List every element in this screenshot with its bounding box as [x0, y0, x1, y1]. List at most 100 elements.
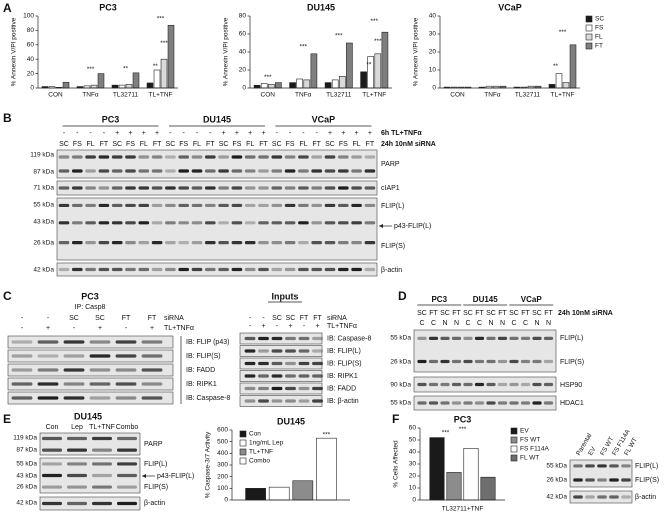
protein-label: FLIP(S)	[144, 484, 168, 491]
blot-band	[125, 241, 136, 245]
y-tick-label: 60	[27, 42, 35, 49]
blot-band	[138, 169, 150, 173]
blot-band	[11, 382, 33, 386]
blot-band	[298, 155, 309, 159]
y-axis-label: % Caspase-3/7 Activity	[205, 431, 212, 498]
blot-band	[312, 386, 323, 391]
blot-band	[71, 221, 83, 225]
blot-band	[463, 336, 473, 340]
y-tick-label: 600	[217, 427, 228, 434]
blot-band	[337, 241, 349, 245]
blot-band	[351, 241, 362, 245]
y-tick-label: 60	[409, 425, 417, 432]
panel-title: Inputs	[272, 291, 299, 301]
treatment-sign: +	[355, 130, 359, 137]
blot-band	[165, 155, 176, 159]
fraction-lane: N	[454, 320, 459, 327]
bar	[316, 437, 337, 501]
blot-band	[509, 382, 519, 387]
blot-band	[231, 221, 243, 225]
blot-band	[271, 386, 283, 391]
panel-label: D	[398, 289, 407, 303]
blot-band	[165, 267, 176, 272]
protein-label: p43-FLIP(L)	[394, 223, 431, 230]
blot-band	[474, 359, 485, 364]
cell-line: VCaP	[521, 295, 543, 304]
blot-band	[244, 155, 256, 159]
fraction-lane: C	[523, 320, 528, 327]
blot-band	[364, 267, 376, 272]
x-tick-label: TL32711	[326, 92, 352, 99]
blot-band	[509, 336, 519, 340]
bar	[374, 53, 382, 89]
blot-band	[125, 221, 136, 225]
treatment-sign: -	[276, 323, 279, 330]
kda-label: 55 kDa	[16, 461, 37, 468]
protein-label: β-actin	[144, 500, 165, 507]
blot-band	[117, 501, 137, 506]
blot	[413, 329, 557, 373]
treatment-sign: +	[341, 130, 345, 137]
significance: ***	[459, 426, 467, 433]
x-tick-label: TL+TNF	[148, 92, 172, 99]
bar	[360, 71, 367, 89]
blot	[413, 395, 557, 411]
sirna-lane: SC	[219, 141, 229, 148]
treatment-sign: +	[222, 130, 226, 137]
blot-band	[141, 382, 163, 386]
blot-band	[337, 155, 349, 159]
blot-band	[218, 267, 229, 272]
sirna-lane: SC	[112, 141, 122, 148]
sirna-lane: FL	[87, 141, 95, 148]
bar	[260, 83, 268, 89]
blot-band	[244, 386, 256, 391]
blot-band	[585, 495, 595, 499]
bar	[324, 82, 332, 89]
blot-band	[204, 241, 216, 245]
blot-band	[125, 186, 136, 190]
legend-label: FS F114A	[520, 446, 549, 453]
treatment-sign: -	[316, 130, 319, 137]
kda-label: 55 kDa	[390, 335, 411, 342]
kda-label: 42 kDa	[546, 494, 567, 501]
blot-band	[258, 267, 269, 272]
y-tick-label: 20	[429, 49, 437, 56]
blot-band	[324, 155, 336, 159]
blot-band	[440, 336, 450, 340]
blot-band	[532, 382, 542, 387]
arrow-head	[379, 224, 383, 228]
blot-band	[115, 354, 137, 358]
blot-band	[258, 361, 269, 366]
blot-band	[298, 241, 309, 245]
blot-band	[284, 203, 296, 208]
y-tick-label: 20	[409, 473, 417, 480]
blot-band	[585, 464, 595, 468]
blot-band	[311, 267, 323, 272]
blot-band	[67, 448, 87, 452]
blot-band	[497, 382, 508, 387]
blot-band	[98, 169, 110, 173]
blot-band	[63, 368, 85, 372]
blot-band	[178, 186, 190, 190]
blot-band	[141, 340, 163, 344]
blot-band	[37, 382, 59, 386]
bar	[160, 58, 168, 89]
blot	[56, 180, 378, 196]
blot-band	[324, 221, 336, 225]
legend-swatch	[510, 436, 518, 444]
blot-band	[165, 203, 176, 208]
blot	[56, 262, 378, 277]
blot-band	[111, 169, 123, 173]
blot	[56, 149, 378, 179]
blot-band	[364, 169, 376, 173]
bar	[62, 81, 70, 89]
blot-band	[115, 382, 137, 386]
y-tick-label: 30	[429, 31, 437, 38]
legend-swatch	[510, 427, 518, 435]
bar	[331, 79, 339, 89]
blot-band	[244, 336, 256, 341]
bar	[153, 69, 161, 89]
blot-band	[364, 155, 376, 159]
blot-band	[312, 336, 323, 341]
sirna-lane: FT	[521, 310, 530, 317]
